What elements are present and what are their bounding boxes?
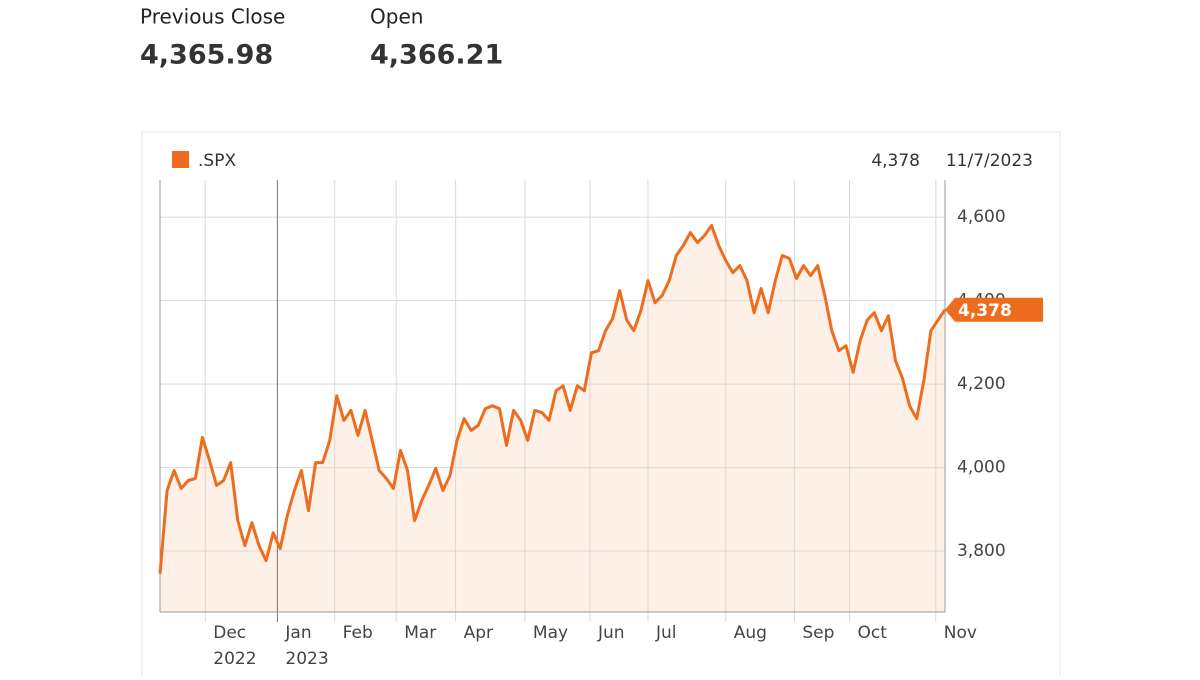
x-tick-label: Jun: [597, 623, 625, 643]
y-tick-label: 4,200: [957, 374, 1006, 394]
current-date: 11/7/2023: [946, 151, 1033, 171]
x-tick-label: May: [533, 623, 568, 643]
x-tick-label: Jan: [284, 623, 311, 643]
current-flag: [945, 297, 1043, 322]
x-tick-label: Jul: [655, 623, 677, 643]
y-tick-label: 4,000: [957, 458, 1006, 478]
y-tick-label: 4,600: [957, 207, 1006, 227]
stat-label: Open: [370, 5, 423, 29]
area-fill: [160, 225, 945, 612]
x-tick-label: Oct: [858, 623, 888, 643]
stat-label: Previous Close: [140, 5, 285, 29]
x-tick-year: 2022: [213, 649, 256, 669]
stat-value: 4,365.98: [140, 40, 273, 71]
x-tick-label: Nov: [944, 623, 977, 643]
current-value: 4,378: [871, 151, 920, 171]
price-line: [158, 224, 947, 574]
x-tick-label: Feb: [343, 623, 373, 643]
legend-swatch: [172, 151, 189, 168]
x-tick-label: Aug: [734, 623, 767, 643]
x-tick-label: Apr: [464, 623, 493, 643]
legend-label: .SPX: [198, 151, 236, 171]
x-tick-label: Sep: [802, 623, 834, 643]
plot: 3,8004,0004,2004,4004,600Dec2022Jan2023F…: [158, 180, 1043, 669]
y-tick-label: 3,800: [957, 541, 1006, 561]
x-tick-label: Mar: [404, 623, 436, 643]
current-flag-label: 4,378: [958, 301, 1012, 321]
stat-value: 4,366.21: [370, 40, 503, 71]
x-tick-year: 2023: [285, 649, 328, 669]
x-tick-label: Dec: [213, 623, 246, 643]
